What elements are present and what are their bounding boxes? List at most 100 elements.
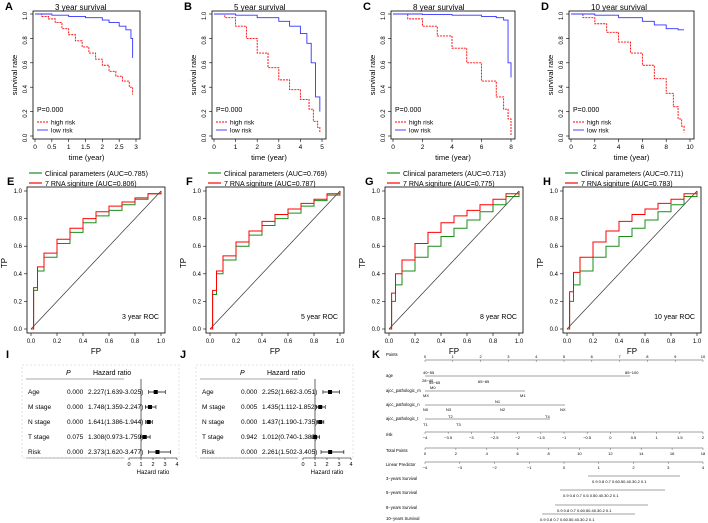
- nomogram-risk-tick-label: 1: [656, 435, 659, 440]
- y-tick-label-E: 0.4: [14, 272, 23, 278]
- nomogram-points-tick-label: 2: [479, 354, 482, 359]
- nomogram-points-tick-label: 1: [452, 354, 455, 359]
- nomogram-t-label: T2: [448, 414, 453, 419]
- legend-label-A-0: high risk: [51, 120, 76, 127]
- x-axis-label-H: FP: [627, 347, 637, 356]
- nomogram-t-label: T4: [545, 414, 550, 419]
- nomogram-surv10-labels: 0.9 0.8 0.7 0.60.50.40.30.2 0.1: [540, 517, 595, 522]
- y-axis-label-D: survival rate: [546, 55, 555, 95]
- x-tick-label-A: 0: [33, 144, 37, 151]
- x-tick-label-G: 1.0: [515, 339, 524, 345]
- x-tick-label-C: 8: [509, 144, 513, 151]
- y-tick-label-E: 1.0: [14, 189, 23, 195]
- y-tick-label-G: 0.4: [372, 272, 381, 278]
- nomogram-surv8-labels: 0.9 0.8 0.7 0.60.50.40.30.2 0.1: [557, 508, 612, 513]
- nomogram-total-tick-label: 12: [608, 451, 613, 456]
- x-tick-label-G: 0.4: [437, 339, 446, 345]
- forest-x-tick-label-J: 4: [349, 462, 352, 468]
- forest-row-label-I: Risk: [28, 449, 41, 456]
- x-tick-label-G: 0.0: [385, 339, 394, 345]
- x-tick-label-A: 1.5: [81, 144, 90, 151]
- y-tick-label-F: 1.0: [193, 189, 202, 195]
- y-tick-label-B: 0.2: [202, 109, 208, 118]
- nomogram-n-label: N1: [495, 399, 501, 404]
- nomogram-age-label: 85−100: [625, 370, 639, 375]
- y-tick-label-G: 0.6: [372, 244, 381, 250]
- nomogram-age-label: 28−40: [422, 378, 434, 383]
- km-curve-C-low: [393, 13, 512, 78]
- forest-row-label-I: M stage: [28, 404, 52, 411]
- y-axis-label-A: survival rate: [10, 55, 19, 95]
- y-tick-label-F: 0.0: [193, 327, 202, 333]
- forest-row-hr-text-I: 1.308(0.973-1.759): [88, 434, 143, 441]
- legend-label-D-1: low risk: [587, 128, 609, 135]
- nomogram-total-tick-label: 10: [577, 451, 582, 456]
- y-tick-label-D: 1.0: [559, 11, 565, 20]
- nomogram-total-tick-label: 8: [547, 451, 550, 456]
- x-tick-label-E: 1.0: [157, 339, 166, 345]
- legend-label-G-1: 7 RNA signiture (AUC=0.775): [403, 181, 495, 188]
- x-tick-label-D: 10: [686, 144, 694, 151]
- forest-x-tick-label-J: 2: [325, 462, 328, 468]
- legend-label-C-0: high risk: [409, 120, 434, 127]
- forest-header-hr-J: Hazard ratio: [267, 370, 305, 377]
- forest-row-hr-text-I: 1.641(1.386-1.944): [88, 419, 143, 426]
- forest-point-I: [153, 390, 158, 394]
- nomogram-row-label: 10−years Survival: [386, 516, 419, 521]
- forest-frame-I: [21, 364, 180, 459]
- x-tick-label-F: 0.0: [206, 339, 215, 345]
- x-tick-label-C: 2: [421, 144, 425, 151]
- nomogram-risk-tick-label: −1: [562, 435, 567, 440]
- x-tick-label-A: 2: [101, 144, 105, 151]
- x-tick-label-A: 2.5: [115, 144, 124, 151]
- x-axis-label-E: FP: [91, 347, 101, 356]
- nomogram-risk-tick-label: 2: [702, 435, 705, 440]
- diagonal-reference-H: [566, 190, 698, 330]
- x-tick-label-A: 0.5: [47, 144, 56, 151]
- plot-frame-D: [568, 10, 695, 140]
- y-tick-label-A: 0.2: [23, 109, 29, 118]
- nomogram-risk-tick-label: −0.5: [583, 435, 592, 440]
- forest-point-J: [318, 420, 323, 424]
- y-tick-label-H: 0.6: [550, 244, 559, 250]
- forest-point-J: [328, 450, 333, 454]
- forest-row-hr-text-J: 2.252(1.662-3.051): [262, 389, 317, 396]
- roc-label-F: 5 year ROC: [301, 314, 338, 321]
- nomogram-points-tick-label: 3: [507, 354, 510, 359]
- nomogram-row-label: Points: [386, 352, 398, 357]
- y-tick-label-E: 0.8: [14, 217, 23, 223]
- x-tick-label-B: 4: [299, 144, 303, 151]
- y-axis-label-C: survival rate: [368, 55, 377, 95]
- y-tick-label-G: 0.8: [372, 217, 381, 223]
- legend-label-H-0: Clinical parameters (AUC=0.711): [581, 171, 683, 178]
- legend-label-E-0: Clinical parameters (AUC=0.785): [45, 171, 148, 178]
- x-tick-label-D: 8: [664, 144, 668, 151]
- nomogram-points-tick-label: 0: [424, 354, 427, 359]
- roc-curve-G-rna: [389, 191, 520, 330]
- x-tick-label-H: 0.2: [589, 339, 598, 345]
- y-tick-label-B: 0.0: [202, 133, 208, 142]
- forest-row-hr-text-I: 2.373(1.620-3.477): [88, 449, 143, 456]
- y-tick-label-F: 0.4: [193, 272, 202, 278]
- diagonal-reference-F: [209, 190, 341, 330]
- legend-label-B-0: high risk: [230, 120, 255, 127]
- panel-title-D: 10 year survival: [591, 3, 647, 12]
- x-axis-label-C: time (year): [435, 153, 471, 162]
- panel-letter-I: I: [6, 349, 9, 361]
- x-tick-label-F: 0.4: [258, 339, 267, 345]
- panel-letter-B: B: [184, 1, 192, 13]
- y-tick-label-H: 0.2: [550, 299, 559, 305]
- plot-frame-H: [562, 186, 702, 334]
- x-tick-label-D: 6: [641, 144, 645, 151]
- y-tick-label-F: 0.2: [193, 299, 202, 305]
- nomogram-risk-tick-label: −3.5: [444, 435, 453, 440]
- panel-title-A: 3 year survival: [55, 3, 107, 12]
- nomogram-row-label: risk: [386, 432, 393, 437]
- x-tick-label-E: 0.2: [53, 339, 62, 345]
- forest-row-hr-text-J: 1.012(0.740-1.383): [262, 434, 317, 441]
- nomogram-total-tick-label: 18: [701, 451, 706, 456]
- nomogram-row-label: 8−years Survival: [386, 505, 417, 510]
- forest-row-label-J: Risk: [202, 449, 215, 456]
- x-tick-label-B: 0: [212, 144, 216, 151]
